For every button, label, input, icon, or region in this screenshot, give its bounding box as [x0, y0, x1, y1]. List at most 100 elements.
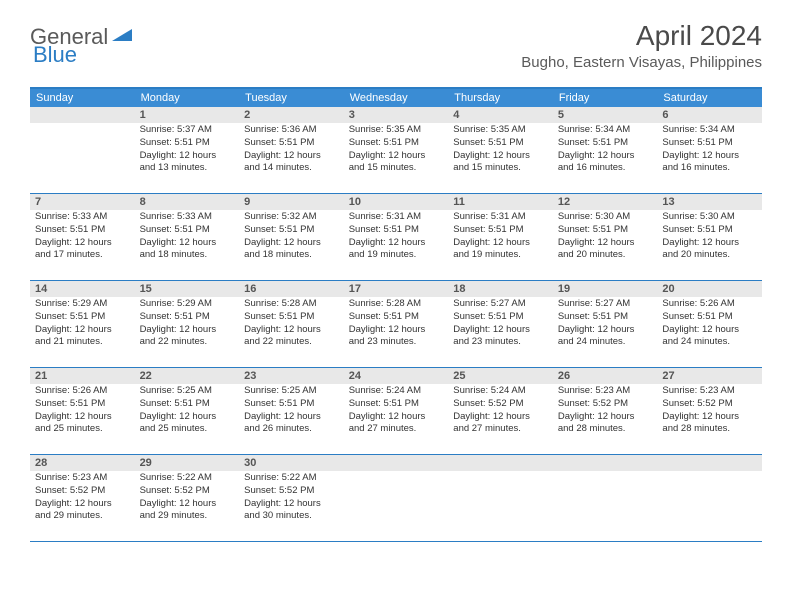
- sunset-text: Sunset: 5:51 PM: [453, 311, 548, 324]
- daylight-text: Daylight: 12 hours and 14 minutes.: [244, 150, 339, 176]
- day-number: 8: [135, 194, 240, 210]
- daylight-text: Daylight: 12 hours and 16 minutes.: [662, 150, 757, 176]
- day-number: 24: [344, 368, 449, 384]
- calendar-cell: 13Sunrise: 5:30 AMSunset: 5:51 PMDayligh…: [657, 194, 762, 280]
- sunset-text: Sunset: 5:51 PM: [662, 311, 757, 324]
- calendar-cell: [553, 455, 658, 541]
- calendar-week: 14Sunrise: 5:29 AMSunset: 5:51 PMDayligh…: [30, 281, 762, 368]
- sunrise-text: Sunrise: 5:35 AM: [453, 124, 548, 137]
- calendar-cell: 22Sunrise: 5:25 AMSunset: 5:51 PMDayligh…: [135, 368, 240, 454]
- daylight-text: Daylight: 12 hours and 25 minutes.: [35, 411, 130, 437]
- sunrise-text: Sunrise: 5:30 AM: [662, 211, 757, 224]
- day-header: Saturday: [657, 89, 762, 107]
- calendar-cell: 28Sunrise: 5:23 AMSunset: 5:52 PMDayligh…: [30, 455, 135, 541]
- daylight-text: Daylight: 12 hours and 28 minutes.: [558, 411, 653, 437]
- cell-content: Sunrise: 5:23 AMSunset: 5:52 PMDaylight:…: [657, 384, 762, 439]
- cell-content: Sunrise: 5:31 AMSunset: 5:51 PMDaylight:…: [344, 210, 449, 265]
- daylight-text: Daylight: 12 hours and 13 minutes.: [140, 150, 235, 176]
- day-number: 16: [239, 281, 344, 297]
- calendar-cell: 21Sunrise: 5:26 AMSunset: 5:51 PMDayligh…: [30, 368, 135, 454]
- cell-content: Sunrise: 5:34 AMSunset: 5:51 PMDaylight:…: [553, 123, 658, 178]
- sunset-text: Sunset: 5:51 PM: [349, 398, 444, 411]
- sunrise-text: Sunrise: 5:31 AM: [453, 211, 548, 224]
- logo-text-blue: Blue: [33, 42, 77, 67]
- daylight-text: Daylight: 12 hours and 19 minutes.: [349, 237, 444, 263]
- daylight-text: Daylight: 12 hours and 29 minutes.: [140, 498, 235, 524]
- day-number: 6: [657, 107, 762, 123]
- calendar: SundayMondayTuesdayWednesdayThursdayFrid…: [30, 87, 762, 542]
- day-number: 1: [135, 107, 240, 123]
- day-number: [553, 455, 658, 471]
- sunset-text: Sunset: 5:52 PM: [140, 485, 235, 498]
- sunrise-text: Sunrise: 5:22 AM: [140, 472, 235, 485]
- day-number: 9: [239, 194, 344, 210]
- month-title: April 2024: [521, 20, 762, 52]
- cell-content: Sunrise: 5:22 AMSunset: 5:52 PMDaylight:…: [135, 471, 240, 526]
- daylight-text: Daylight: 12 hours and 27 minutes.: [349, 411, 444, 437]
- calendar-week: 28Sunrise: 5:23 AMSunset: 5:52 PMDayligh…: [30, 455, 762, 542]
- sunrise-text: Sunrise: 5:37 AM: [140, 124, 235, 137]
- sunrise-text: Sunrise: 5:31 AM: [349, 211, 444, 224]
- daylight-text: Daylight: 12 hours and 17 minutes.: [35, 237, 130, 263]
- calendar-cell: 30Sunrise: 5:22 AMSunset: 5:52 PMDayligh…: [239, 455, 344, 541]
- cell-content: Sunrise: 5:23 AMSunset: 5:52 PMDaylight:…: [553, 384, 658, 439]
- sunrise-text: Sunrise: 5:34 AM: [662, 124, 757, 137]
- calendar-cell: 3Sunrise: 5:35 AMSunset: 5:51 PMDaylight…: [344, 107, 449, 193]
- day-number: [448, 455, 553, 471]
- sunrise-text: Sunrise: 5:28 AM: [244, 298, 339, 311]
- sunrise-text: Sunrise: 5:24 AM: [349, 385, 444, 398]
- sunset-text: Sunset: 5:52 PM: [453, 398, 548, 411]
- sunrise-text: Sunrise: 5:23 AM: [662, 385, 757, 398]
- cell-content: Sunrise: 5:26 AMSunset: 5:51 PMDaylight:…: [30, 384, 135, 439]
- sunset-text: Sunset: 5:51 PM: [662, 137, 757, 150]
- calendar-cell: 18Sunrise: 5:27 AMSunset: 5:51 PMDayligh…: [448, 281, 553, 367]
- calendar-cell: 5Sunrise: 5:34 AMSunset: 5:51 PMDaylight…: [553, 107, 658, 193]
- sunset-text: Sunset: 5:51 PM: [349, 311, 444, 324]
- day-number: 12: [553, 194, 658, 210]
- cell-content: Sunrise: 5:28 AMSunset: 5:51 PMDaylight:…: [344, 297, 449, 352]
- sunrise-text: Sunrise: 5:29 AM: [35, 298, 130, 311]
- sunset-text: Sunset: 5:52 PM: [244, 485, 339, 498]
- cell-content: Sunrise: 5:30 AMSunset: 5:51 PMDaylight:…: [657, 210, 762, 265]
- calendar-cell: 4Sunrise: 5:35 AMSunset: 5:51 PMDaylight…: [448, 107, 553, 193]
- sunrise-text: Sunrise: 5:28 AM: [349, 298, 444, 311]
- daylight-text: Daylight: 12 hours and 26 minutes.: [244, 411, 339, 437]
- sunset-text: Sunset: 5:51 PM: [662, 224, 757, 237]
- cell-content: Sunrise: 5:35 AMSunset: 5:51 PMDaylight:…: [344, 123, 449, 178]
- cell-content: Sunrise: 5:30 AMSunset: 5:51 PMDaylight:…: [553, 210, 658, 265]
- day-number: [344, 455, 449, 471]
- calendar-cell: 15Sunrise: 5:29 AMSunset: 5:51 PMDayligh…: [135, 281, 240, 367]
- sunrise-text: Sunrise: 5:35 AM: [349, 124, 444, 137]
- calendar-cell: 29Sunrise: 5:22 AMSunset: 5:52 PMDayligh…: [135, 455, 240, 541]
- calendar-cell: 7Sunrise: 5:33 AMSunset: 5:51 PMDaylight…: [30, 194, 135, 280]
- sunset-text: Sunset: 5:51 PM: [349, 137, 444, 150]
- daylight-text: Daylight: 12 hours and 16 minutes.: [558, 150, 653, 176]
- cell-content: Sunrise: 5:34 AMSunset: 5:51 PMDaylight:…: [657, 123, 762, 178]
- logo-triangle-icon: [112, 27, 132, 48]
- sunrise-text: Sunrise: 5:32 AM: [244, 211, 339, 224]
- daylight-text: Daylight: 12 hours and 29 minutes.: [35, 498, 130, 524]
- calendar-cell: 26Sunrise: 5:23 AMSunset: 5:52 PMDayligh…: [553, 368, 658, 454]
- sunrise-text: Sunrise: 5:25 AM: [140, 385, 235, 398]
- daylight-text: Daylight: 12 hours and 15 minutes.: [349, 150, 444, 176]
- sunrise-text: Sunrise: 5:27 AM: [558, 298, 653, 311]
- day-number: 22: [135, 368, 240, 384]
- calendar-cell: 20Sunrise: 5:26 AMSunset: 5:51 PMDayligh…: [657, 281, 762, 367]
- calendar-cell: 9Sunrise: 5:32 AMSunset: 5:51 PMDaylight…: [239, 194, 344, 280]
- sunrise-text: Sunrise: 5:33 AM: [35, 211, 130, 224]
- calendar-cell: 24Sunrise: 5:24 AMSunset: 5:51 PMDayligh…: [344, 368, 449, 454]
- daylight-text: Daylight: 12 hours and 21 minutes.: [35, 324, 130, 350]
- day-number: 14: [30, 281, 135, 297]
- calendar-cell: 23Sunrise: 5:25 AMSunset: 5:51 PMDayligh…: [239, 368, 344, 454]
- daylight-text: Daylight: 12 hours and 18 minutes.: [244, 237, 339, 263]
- sunset-text: Sunset: 5:51 PM: [140, 311, 235, 324]
- sunrise-text: Sunrise: 5:29 AM: [140, 298, 235, 311]
- sunset-text: Sunset: 5:51 PM: [35, 224, 130, 237]
- sunrise-text: Sunrise: 5:26 AM: [35, 385, 130, 398]
- sunrise-text: Sunrise: 5:24 AM: [453, 385, 548, 398]
- cell-content: Sunrise: 5:33 AMSunset: 5:51 PMDaylight:…: [135, 210, 240, 265]
- cell-content: Sunrise: 5:23 AMSunset: 5:52 PMDaylight:…: [30, 471, 135, 526]
- daylight-text: Daylight: 12 hours and 22 minutes.: [140, 324, 235, 350]
- sunset-text: Sunset: 5:52 PM: [662, 398, 757, 411]
- calendar-cell: 6Sunrise: 5:34 AMSunset: 5:51 PMDaylight…: [657, 107, 762, 193]
